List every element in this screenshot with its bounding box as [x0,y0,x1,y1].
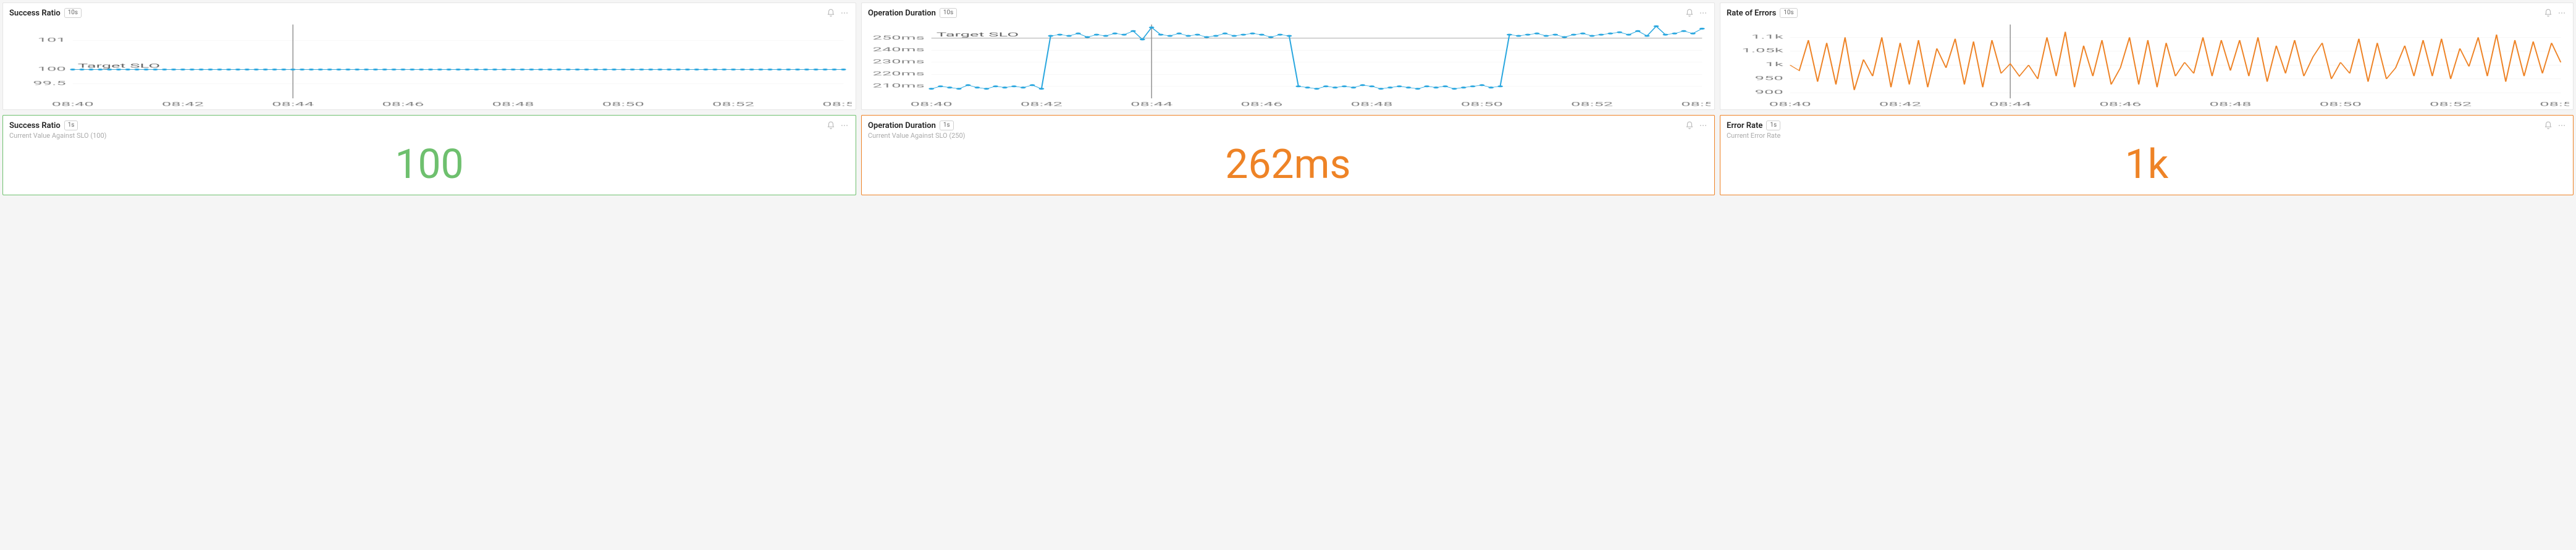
svg-text:08:50: 08:50 [1461,101,1503,108]
svg-text:950: 950 [1755,75,1783,82]
interval-pill[interactable]: 1s [64,121,78,130]
svg-text:08:46: 08:46 [382,101,424,108]
panel-header: Rate of Errors 10s [1720,3,2573,19]
panel-subtitle: Current Value Against SLO (100) [3,132,856,140]
more-icon[interactable] [840,8,849,18]
stat-value: 1k [1720,140,2573,195]
svg-text:08:44: 08:44 [1130,101,1173,108]
interval-pill[interactable]: 10s [940,8,957,18]
interval-pill[interactable]: 10s [1780,8,1797,18]
svg-text:210ms: 210ms [873,82,925,89]
stat-value: 262ms [862,140,1714,195]
svg-text:08:46: 08:46 [2099,101,2141,108]
svg-text:08:48: 08:48 [2210,101,2252,108]
svg-text:08:54: 08:54 [2540,101,2569,108]
more-icon[interactable] [840,121,849,130]
interval-pill[interactable]: 10s [64,8,82,18]
svg-text:08:44: 08:44 [272,101,314,108]
svg-text:230ms: 230ms [873,58,925,65]
svg-text:08:42: 08:42 [1021,101,1063,108]
svg-text:08:52: 08:52 [1571,101,1613,108]
panel-title: Operation Duration [868,121,936,130]
chart-area[interactable]: 900 950 1k 1.05k 1.1k 08:40 08:42 08:44 08:46 08:… [1720,19,2573,109]
svg-text:08:48: 08:48 [1351,101,1393,108]
more-icon[interactable] [2557,8,2567,18]
svg-text:08:54: 08:54 [1681,101,1711,108]
svg-text:1.05k: 1.05k [1742,47,1784,54]
more-icon[interactable] [1698,121,1708,130]
svg-text:08:44: 08:44 [1989,101,2032,108]
svg-text:1k: 1k [1766,61,1784,67]
dashboard-grid: Success Ratio 10s 99.5 100 101 Target SLO 08… [2,2,2574,195]
panel-header: Operation Duration 10s [862,3,1714,19]
svg-text:08:42: 08:42 [1879,101,1921,108]
svg-text:08:46: 08:46 [1240,101,1282,108]
bell-icon[interactable] [1685,8,1694,18]
svg-text:100: 100 [38,66,66,72]
bell-icon[interactable] [826,121,836,130]
bell-icon[interactable] [2543,8,2553,18]
svg-text:08:52: 08:52 [712,101,754,108]
svg-text:08:40: 08:40 [911,101,953,108]
svg-text:900: 900 [1755,88,1783,95]
panel-header: Error Rate 1s [1720,116,2573,132]
more-icon[interactable] [1698,8,1708,18]
svg-text:220ms: 220ms [873,70,925,77]
svg-text:08:54: 08:54 [822,101,852,108]
interval-pill[interactable]: 1s [1766,121,1780,130]
panel-title: Error Rate [1727,121,1762,130]
svg-text:08:40: 08:40 [52,101,94,108]
panel-header: Success Ratio 10s [3,3,856,19]
panel-success-ratio-stat: Success Ratio 1s Current Value Against S… [2,115,856,195]
panel-rate-of-errors-chart: Rate of Errors 10s 900 950 1k 1.05k 1.1k 08:4… [1720,2,2574,110]
svg-text:08:42: 08:42 [162,101,204,108]
panel-header: Success Ratio 1s [3,116,856,132]
panel-operation-duration-stat: Operation Duration 1s Current Value Agai… [861,115,1715,195]
svg-text:08:52: 08:52 [2430,101,2472,108]
svg-text:08:50: 08:50 [602,101,644,108]
svg-text:08:48: 08:48 [492,101,534,108]
chart-area[interactable]: 99.5 100 101 Target SLO 08:40 08:42 08:44 08:46… [3,19,856,109]
svg-text:250ms: 250ms [873,34,925,41]
svg-text:99.5: 99.5 [33,80,65,87]
svg-text:Target SLO: Target SLO [937,31,1019,38]
svg-text:08:50: 08:50 [2320,101,2362,108]
panel-operation-duration-chart: Operation Duration 10s 210ms 220ms 230ms 24… [861,2,1715,110]
panel-title: Success Ratio [9,121,61,130]
bell-icon[interactable] [1685,121,1694,130]
panel-subtitle: Current Error Rate [1720,132,2573,140]
bell-icon[interactable] [2543,121,2553,130]
svg-text:240ms: 240ms [873,46,925,53]
panel-title: Success Ratio [9,9,61,18]
svg-text:08:40: 08:40 [1769,101,1811,108]
more-icon[interactable] [2557,121,2567,130]
panel-header: Operation Duration 1s [862,116,1714,132]
panel-error-rate-stat: Error Rate 1s Current Error Rate 1k [1720,115,2574,195]
interval-pill[interactable]: 1s [940,121,954,130]
panel-title: Rate of Errors [1727,9,1776,18]
panel-success-ratio-chart: Success Ratio 10s 99.5 100 101 Target SLO 08… [2,2,856,110]
svg-text:101: 101 [38,36,66,43]
panel-title: Operation Duration [868,9,936,18]
svg-text:Target SLO: Target SLO [78,62,160,69]
svg-text:1.1k: 1.1k [1751,33,1784,40]
panel-subtitle: Current Value Against SLO (250) [862,132,1714,140]
stat-value: 100 [3,140,856,195]
chart-area[interactable]: 210ms 220ms 230ms 240ms 250ms Target SLO 08:40… [862,19,1714,109]
bell-icon[interactable] [826,8,836,18]
